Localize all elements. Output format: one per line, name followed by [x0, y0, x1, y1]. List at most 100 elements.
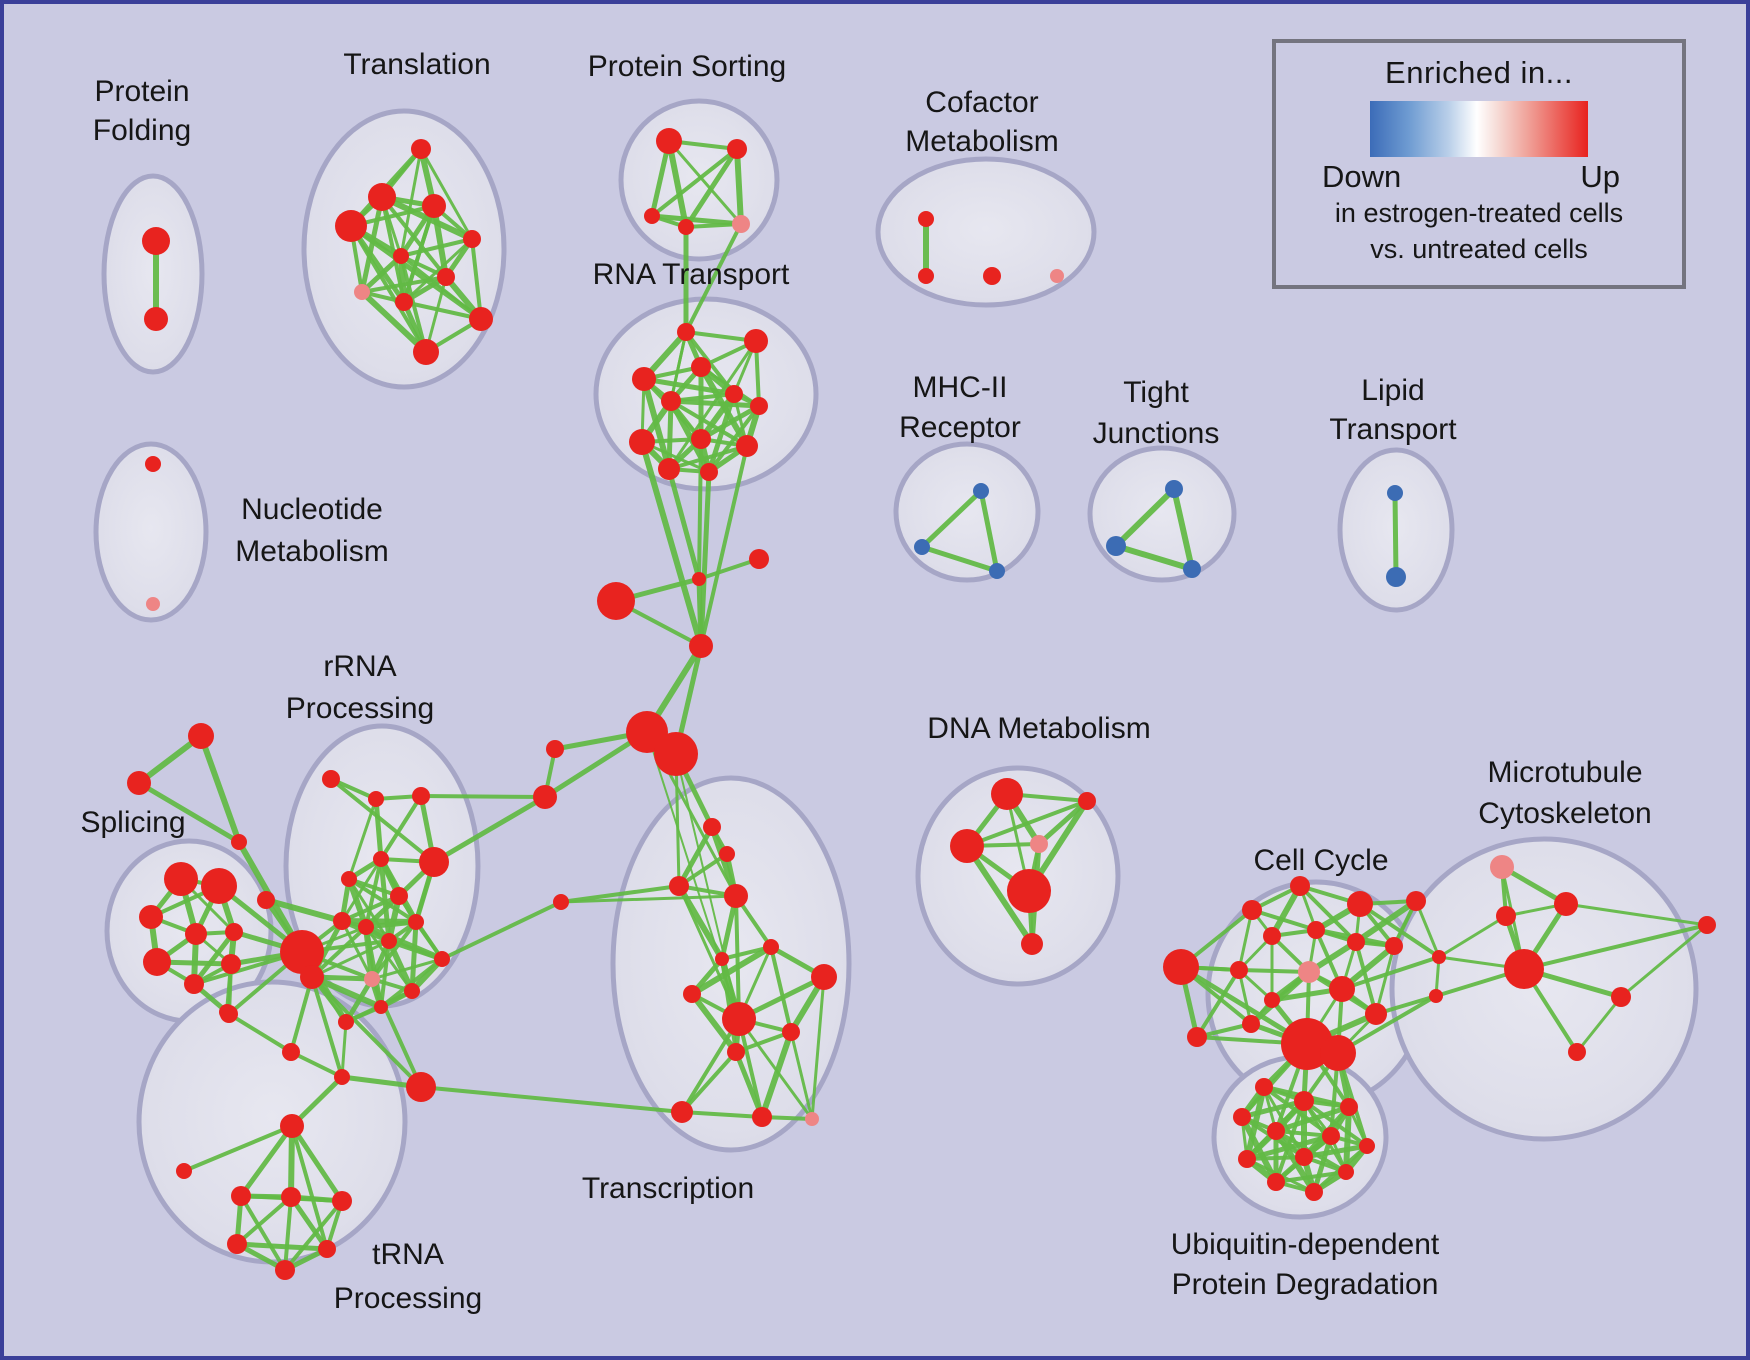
- edge-ubiquitin-degradation: [1244, 1133, 1334, 1162]
- edge-translation: [399, 147, 423, 258]
- cluster-dna-metabolism-label-line-0: DNA Metabolism: [927, 712, 1150, 745]
- node-cofactor-metabolism-0: [918, 211, 934, 227]
- node-splicing-7: [221, 954, 241, 974]
- edge-connector: [684, 222, 743, 334]
- node-splicing-satellite-1: [127, 771, 151, 795]
- edge-translation: [359, 289, 429, 355]
- node-trna-processing-7: [332, 1191, 352, 1211]
- node-rna-transport-5: [725, 385, 743, 403]
- edge-connector: [1340, 955, 1441, 991]
- node-protein-folding-0: [142, 227, 170, 255]
- legend-down-label: Down: [1322, 159, 1402, 194]
- edge-protein-sorting: [683, 146, 740, 230]
- legend: Enriched in... Down Up in estrogen-treat…: [1272, 39, 1686, 289]
- node-rrna-processing-14: [374, 1000, 388, 1014]
- node-trna-processing-1: [282, 1043, 300, 1061]
- edge-trna-processing: [239, 1194, 287, 1272]
- node-rna-transport-6: [750, 397, 768, 415]
- edge-mhc-ii-receptor: [919, 544, 1000, 574]
- node-connector-chain-3: [689, 634, 713, 658]
- node-transcription-8: [722, 1002, 756, 1036]
- edge-translation: [399, 237, 474, 258]
- node-splicing-6: [184, 974, 204, 994]
- node-rrna-processing-3: [373, 851, 389, 867]
- node-rrna-processing-9: [381, 933, 397, 949]
- cluster-protein-sorting-label-line-0: Protein Sorting: [588, 50, 786, 83]
- edge-tight-junctions: [1113, 543, 1195, 572]
- node-rrna-processing-16: [280, 930, 324, 974]
- edge-trna-processing: [289, 1050, 344, 1079]
- node-cell-cycle-12: [1365, 1003, 1387, 1025]
- edge-transcription: [737, 1017, 814, 1121]
- edge-translation: [402, 204, 436, 304]
- edge-transcription: [689, 991, 739, 1055]
- node-lipid-transport-1: [1386, 567, 1406, 587]
- node-ubiquitin-degradation-5: [1322, 1127, 1340, 1145]
- node-transcription-12: [752, 1107, 772, 1127]
- node-protein-sorting-4: [732, 215, 750, 233]
- edge-cell-cycle: [1298, 884, 1358, 944]
- node-tight-junctions-0: [1165, 480, 1183, 498]
- node-splicing-1: [201, 868, 237, 904]
- node-ubiquitin-degradation-3: [1233, 1108, 1251, 1126]
- node-trna-processing-0: [220, 1005, 238, 1023]
- node-splicing-2: [139, 905, 163, 929]
- edge-ubiquitin-degradation: [1301, 1143, 1370, 1160]
- edge-cell-cycle: [1374, 944, 1396, 1016]
- edge-ubiquitin-degradation: [1245, 1155, 1306, 1161]
- node-translation-4: [463, 230, 481, 248]
- cluster-trna-processing-label-line-0: tRNA: [372, 1238, 444, 1271]
- node-trna-processing-4: [176, 1163, 192, 1179]
- node-splicing-0: [164, 862, 198, 896]
- edge-rrna-processing: [310, 939, 391, 979]
- node-cell-cycle-1: [1242, 900, 1262, 920]
- node-ubiquitin-degradation-6: [1359, 1138, 1375, 1154]
- node-lipid-transport-0: [1387, 485, 1403, 501]
- edge-connector: [699, 444, 749, 648]
- node-protein-sorting-2: [644, 208, 660, 224]
- node-translation-10: [413, 339, 439, 365]
- edge-translation: [402, 237, 474, 304]
- edge-transcription: [677, 884, 741, 1021]
- node-tight-junctions-1: [1106, 536, 1126, 556]
- edge-transcription: [789, 1030, 814, 1121]
- cluster-microtubule-cytoskeleton-ellipse: [1389, 836, 1699, 1142]
- cluster-cofactor-metabolism-ellipse: [875, 156, 1097, 308]
- edge-protein-sorting: [734, 146, 744, 227]
- edge-ubiquitin-degradation: [1274, 1170, 1348, 1184]
- edge-trna-processing: [235, 1195, 293, 1246]
- cluster-trna-processing-label-line-1: Processing: [334, 1282, 482, 1315]
- cluster-tight-junctions-label-line-0: Tight: [1123, 376, 1189, 409]
- edge-rrna-processing: [340, 857, 383, 923]
- node-cell-cycle-4: [1406, 891, 1426, 911]
- legend-title: Enriched in...: [1385, 55, 1573, 90]
- edge-cell-cycle: [1354, 940, 1378, 1016]
- node-rrna-processing-1: [368, 791, 384, 807]
- edge-cell-cycle: [1237, 908, 1254, 972]
- cluster-lipid-transport-label-line-1: Transport: [1329, 413, 1457, 446]
- edge-mhc-ii-receptor: [919, 488, 984, 550]
- node-cell-cycle-10: [1298, 961, 1320, 983]
- edge-dna-metabolism: [964, 843, 1035, 947]
- node-transcription-10: [727, 1043, 745, 1061]
- edge-rna-transport: [641, 376, 737, 397]
- node-splicing-satellite-0: [188, 723, 214, 749]
- node-rna-transport-0: [677, 323, 695, 341]
- node-ubiquitin-degradation-2: [1340, 1098, 1358, 1116]
- edge-connector: [370, 977, 423, 1089]
- edge-transcription: [810, 975, 826, 1121]
- node-rrna-processing-10: [408, 914, 424, 930]
- node-cell-cycle-6: [1307, 921, 1325, 939]
- node-trna-processing-5: [231, 1186, 251, 1206]
- node-rrna-processing-7: [333, 912, 351, 930]
- node-transcription-3: [724, 884, 748, 908]
- edge-protein-sorting: [666, 138, 689, 230]
- node-mhc-ii-receptor-1: [914, 539, 930, 555]
- node-ubiquitin-degradation-4: [1267, 1122, 1285, 1140]
- edge-connector: [1414, 899, 1441, 959]
- node-connector-chain-1: [749, 549, 769, 569]
- edge-rrna-processing: [373, 796, 384, 862]
- edge-microtubule-cytoskeleton: [1619, 923, 1709, 999]
- edge-connector: [419, 1085, 684, 1114]
